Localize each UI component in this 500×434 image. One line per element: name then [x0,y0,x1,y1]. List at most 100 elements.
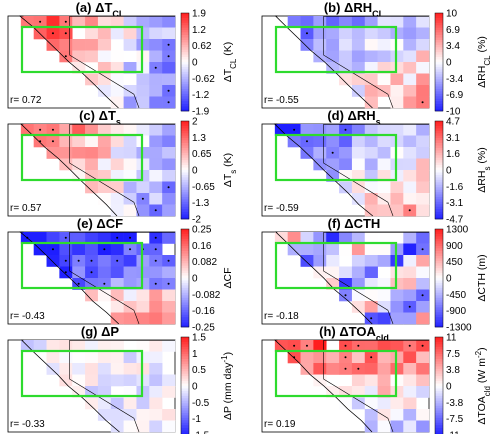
grid-cell [110,278,124,290]
grid-cell [110,158,124,171]
colorbar-segment [435,101,443,104]
colorbar-segment [435,160,443,163]
grid-cell [313,340,327,352]
study-region-box [20,133,144,182]
colorbar-segment [181,312,189,316]
grid-cell [416,363,430,375]
grid-cell [403,135,417,148]
correlation-text: r= 0.72 [10,95,42,106]
significance-dot [408,305,411,308]
colorbar-segment [181,415,189,419]
grid-cell [364,266,378,279]
grid-cell [364,397,378,410]
grid-cell [85,243,99,256]
grid-cell [326,158,340,171]
grid-cell [123,255,137,267]
colorbar-tick-label: 0 [192,58,198,69]
colorbar-tick-label: -0.5 [192,398,210,409]
colorbar-segment [181,194,189,198]
grid-cell [313,351,327,364]
colorbar-segment [181,71,189,75]
grid-cell [110,301,124,313]
colorbar-segment [181,295,189,298]
colorbar-segment [181,54,189,58]
colorbar-segment [181,238,189,242]
grid-cell [313,374,327,387]
correlation-text: r= 0.19 [264,419,296,430]
colorbar-tick-label: -3.1 [446,198,464,209]
colorbar-segment [435,143,443,146]
colorbar-tick-label: -3.4 [446,74,464,85]
grid-cell [123,374,137,387]
colorbar-tick-label: 11 [446,333,457,344]
significance-dot [64,32,67,35]
grid-cell [123,135,137,148]
grid-cell [364,204,378,217]
panel-7: (g) ΔP r= -0.33 1.5 1 0.5 0 -0.5 -1 -1.5 ΔP (mm d… [7,324,234,434]
grid-cell [403,255,417,267]
grid-cell [136,73,150,86]
colorbar-segment [435,432,443,434]
colorbar-segment [181,135,189,139]
grid-cell [149,351,163,364]
grid-cell [313,232,327,244]
grid-cell [123,312,137,325]
colorbar-segment [181,64,189,68]
colorbar-segment [435,187,443,190]
grid-cell [403,420,417,433]
grid-cell [339,135,353,148]
grid-cell [110,374,124,387]
colorbar-segment [435,47,443,51]
grid-cell [416,85,430,97]
colorbar-tick-label: -1.3 [192,198,210,209]
state-border [69,124,140,217]
colorbar-segment [435,17,443,21]
state-border [69,340,140,433]
colorbar-tick-label: -1.6 [446,182,464,193]
colorbar-segment [181,74,189,77]
colorbar-segment [181,172,189,176]
grid-cell [97,193,112,205]
grid-cell [364,124,378,136]
colorbar-segment [181,253,189,257]
significance-dot [39,20,42,23]
colorbar-segment [181,285,189,289]
grid-cell [326,16,340,28]
panel-title: (h) ΔTOAcld [319,324,389,343]
colorbar-segment [181,339,189,343]
colorbar-segment [181,403,189,406]
colorbar-tick-label: 0.082 [192,257,217,268]
colorbar-label: ΔTCL (K) [222,42,238,83]
grid-cell [136,420,150,433]
grid-cell [416,255,430,267]
colorbar-tick-label: 0 [446,166,452,177]
grid-cell [339,386,353,398]
colorbar-segment [435,231,443,235]
significance-dot [39,128,42,131]
grid-cell [364,50,378,63]
colorbar-segment [435,86,443,90]
correlation-text: r= -0.55 [264,95,299,106]
grid-cell [123,85,137,97]
grid-cell [136,85,150,97]
colorbar-segment [181,395,189,399]
grid-cell [416,301,430,313]
colorbar-segment [435,408,443,411]
significance-dot [129,236,132,239]
grid-cell [377,289,391,302]
colorbar-segment [181,32,189,36]
colorbar-segment [435,268,443,271]
grid-cell [364,193,378,205]
grid-cell [97,340,112,352]
colorbar-segment [181,165,189,168]
grid-cell [97,124,112,136]
grid-cell [339,278,353,290]
colorbar-segment [181,140,189,144]
colorbar-segment [181,27,189,31]
grid-cell [85,232,99,244]
colorbar-segment [181,282,189,286]
colorbar-tick-label: 3.1 [446,133,460,144]
colorbar-segment [435,422,443,426]
grid-cell [377,397,391,410]
colorbar-frame [180,228,190,328]
